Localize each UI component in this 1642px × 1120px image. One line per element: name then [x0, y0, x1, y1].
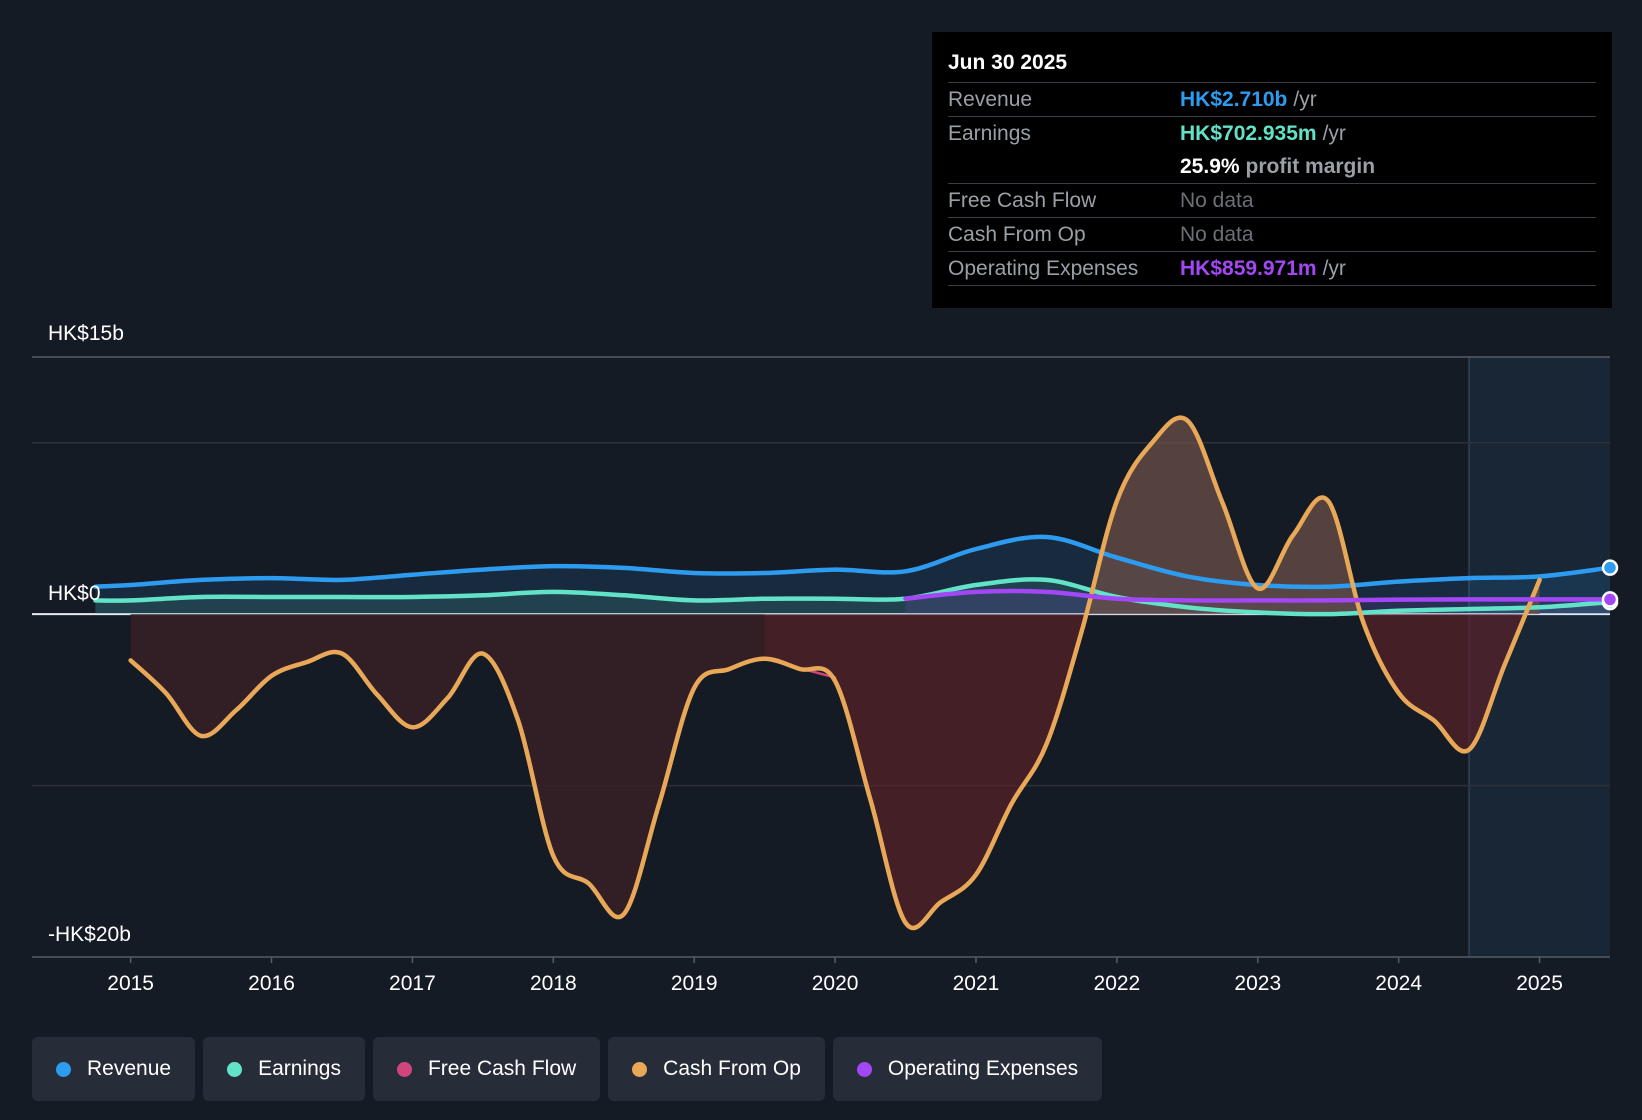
y-label: HK$0 — [48, 582, 101, 605]
y-label: HK$15b — [48, 322, 124, 345]
tooltip-row-fcf: Free Cash Flow No data — [948, 183, 1596, 217]
y-label: -HK$20b — [48, 923, 131, 946]
tooltip-row-opex: Operating Expenses HK$859.971m /yr — [948, 251, 1596, 285]
end-markers — [1601, 559, 1619, 611]
series-lines — [93, 415, 1613, 931]
tooltip-cfo-value: No data — [1180, 222, 1254, 246]
legend-label-earnings: Earnings — [258, 1057, 341, 1080]
legend-label-cfo: Cash From Op — [663, 1057, 801, 1080]
tooltip-cfo-label: Cash From Op — [948, 222, 1086, 246]
tooltip-opex-value: HK$859.971m — [1180, 256, 1317, 280]
tooltip-opex-label: Operating Expenses — [948, 256, 1139, 280]
tooltip-fcf-label: Free Cash Flow — [948, 188, 1097, 212]
cfo-area-shade — [130, 614, 765, 917]
tooltip-margin-value: 25.9% — [1180, 154, 1240, 178]
tooltip-bottom-rule — [948, 285, 1596, 286]
legend-label-opex: Operating Expenses — [887, 1057, 1079, 1080]
revenue-end-marker — [1601, 559, 1619, 576]
opex-dot-icon — [856, 1061, 872, 1077]
x-tick-label: 2024 — [1375, 972, 1422, 995]
tooltip-revenue-label: Revenue — [948, 87, 1033, 111]
earnings-line — [93, 577, 1613, 617]
tooltip-earnings-value: HK$702.935m — [1180, 121, 1317, 145]
x-tick-label: 2019 — [671, 972, 718, 995]
cfo-area-positive — [1086, 417, 1540, 615]
opex-line — [903, 588, 1613, 603]
earnings-area — [95, 579, 1610, 615]
legend-item-cfo[interactable]: Cash From Op — [608, 1037, 825, 1101]
legend: Revenue Earnings Free Cash Flow Cash Fro… — [32, 1037, 1103, 1101]
tooltip-earnings-unit: /yr — [1322, 121, 1346, 145]
x-tick-label: 2020 — [812, 972, 859, 995]
earnings-dot-icon — [227, 1061, 243, 1077]
tooltip-row-cfo: Cash From Op No data — [948, 217, 1596, 251]
x-tick-label: 2023 — [1234, 972, 1281, 995]
tooltip-row-earnings: Earnings HK$702.935m /yr — [948, 116, 1596, 150]
x-tick-label: 2018 — [530, 972, 577, 995]
cfo-dot-icon — [632, 1061, 648, 1077]
tooltip-opex-unit: /yr — [1322, 256, 1346, 280]
revenue-line — [93, 534, 1613, 590]
fcf-dot-icon — [396, 1061, 412, 1077]
tooltip-revenue-value: HK$2.710b — [1180, 87, 1288, 111]
revenue-dot-icon — [56, 1061, 71, 1077]
legend-label-revenue: Revenue — [87, 1057, 172, 1080]
x-tick-label: 2025 — [1516, 972, 1563, 995]
x-tick-label: 2021 — [953, 972, 1000, 995]
x-tick-label: 2022 — [1094, 972, 1141, 995]
tooltip-date: Jun 30 2025 — [948, 51, 1068, 74]
legend-item-revenue[interactable]: Revenue — [32, 1037, 196, 1101]
tooltip-row-revenue: Revenue HK$2.710b /yr — [948, 82, 1596, 116]
legend-item-opex[interactable]: Operating Expenses — [832, 1037, 1103, 1101]
opex-end-marker — [1601, 591, 1619, 608]
tooltip-fcf-value: No data — [1180, 188, 1254, 212]
cfo-line — [128, 415, 1542, 931]
x-tick-label: 2017 — [389, 972, 436, 995]
area-fills — [95, 417, 1610, 928]
legend-item-earnings[interactable]: Earnings — [203, 1037, 365, 1101]
x-axis-labels: 2015 2016 2017 2018 2019 2020 2021 2022 2023 2024… — [107, 957, 1563, 995]
cfo-area-negative — [130, 614, 1540, 928]
tooltip-panel: Jun 30 2025 Revenue HK$2.710b /yr Earnin… — [932, 32, 1612, 308]
tooltip-earnings-label: Earnings — [948, 121, 1031, 145]
legend-item-fcf[interactable]: Free Cash Flow — [372, 1037, 601, 1101]
x-tick-label: 2016 — [248, 972, 295, 995]
x-tick-label: 2015 — [107, 972, 154, 995]
legend-label-fcf: Free Cash Flow — [427, 1057, 577, 1080]
tooltip-margin-label: profit margin — [1245, 154, 1376, 178]
y-axis-labels: HK$15b HK$0 -HK$20b — [48, 322, 131, 946]
tooltip-row-margin: 25.9% profit margin — [948, 150, 1596, 183]
tooltip-revenue-unit: /yr — [1293, 87, 1317, 111]
